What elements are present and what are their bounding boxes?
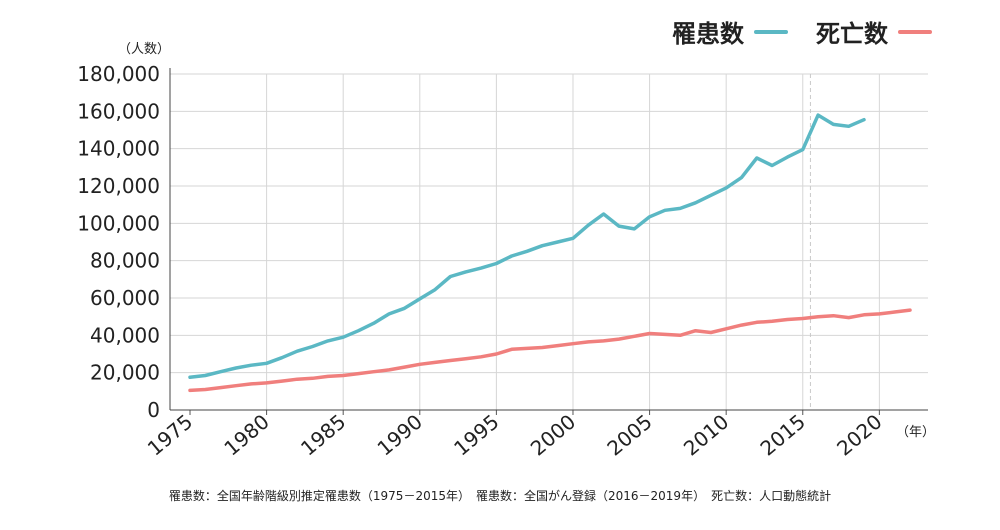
legend: 罹患数 死亡数: [672, 14, 932, 49]
y-tick-label: 20,000: [90, 361, 160, 385]
axes: [169, 68, 928, 415]
legend-swatch-deaths: [898, 29, 932, 34]
y-tick-label: 60,000: [90, 286, 160, 310]
legend-item-deaths: 死亡数: [816, 14, 932, 49]
x-axis-unit: （年）: [896, 425, 936, 440]
grid: [170, 73, 928, 410]
x-tick-label: 2015: [756, 409, 810, 460]
y-tick-label: 120,000: [77, 174, 160, 198]
x-tick-label: 2020: [832, 409, 886, 460]
y-tick-label: 140,000: [77, 137, 160, 161]
y-axis-unit: （人数）: [118, 42, 171, 57]
x-tick-label: 2000: [526, 409, 580, 460]
legend-swatch-incidence: [754, 29, 788, 34]
x-tick-label: 1990: [373, 409, 427, 460]
y-tick-label: 100,000: [77, 211, 160, 235]
legend-label-incidence: 罹患数: [672, 20, 744, 48]
y-tick-label: 0: [147, 398, 160, 422]
x-tick-label: 1985: [296, 409, 350, 460]
legend-label-deaths: 死亡数: [816, 20, 888, 48]
series-line-incidence: [188, 113, 866, 380]
series-line-deaths: [188, 308, 912, 393]
y-tick-labels: 0 20,000 40,000 60,000 80,000 100,000 120,000 1…: [77, 62, 160, 422]
x-tick-labels: 1975 1980 1985 1990 1995 2000 2005 2010 2015 2020: [143, 409, 887, 460]
y-tick-label: 180,000: [77, 62, 160, 86]
y-tick-label: 40,000: [90, 323, 160, 347]
x-tick-label: 1995: [449, 409, 503, 460]
y-tick-label: 80,000: [90, 249, 160, 273]
x-tick-label: 2010: [679, 409, 733, 460]
x-tick-label: 2005: [602, 409, 656, 460]
legend-item-incidence: 罹患数: [672, 14, 788, 49]
x-tick-label: 1980: [219, 409, 273, 460]
series-lines: [188, 113, 912, 393]
source-note: 罹患数：全国年齢階級別推定罹患数（1975－2015年） 罹患数：全国がん登録（…: [168, 489, 832, 503]
y-tick-label: 160,000: [77, 99, 160, 123]
